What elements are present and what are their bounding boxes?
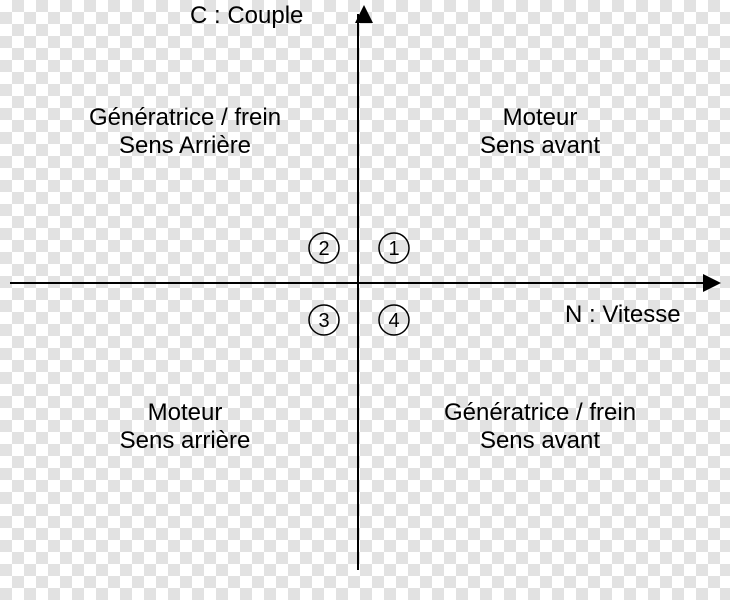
- circled-4: 4: [379, 305, 409, 335]
- q2-label-line1: Génératrice / frein: [89, 104, 281, 131]
- circled-1: 1: [379, 233, 409, 263]
- diagram-stage: C : Couple N : Vitesse Moteur Sens avant…: [0, 0, 730, 600]
- q4-label-line2: Sens avant: [480, 427, 600, 454]
- circled-2-num: 2: [318, 238, 329, 260]
- circled-3: 3: [309, 305, 339, 335]
- circled-2: 2: [309, 233, 339, 263]
- circled-3-num: 3: [318, 310, 329, 332]
- quadrant-diagram: C : Couple N : Vitesse Moteur Sens avant…: [0, 0, 730, 600]
- q4-label-line1: Génératrice / frein: [444, 399, 636, 426]
- q1-label-line2: Sens avant: [480, 132, 600, 159]
- circled-1-num: 1: [388, 238, 399, 260]
- x-axis-label: N : Vitesse: [565, 301, 681, 328]
- y-axis-label: C : Couple: [190, 2, 303, 29]
- q1-label-line1: Moteur: [503, 104, 578, 131]
- circled-4-num: 4: [388, 310, 399, 332]
- q3-label-line2: Sens arrière: [120, 427, 251, 454]
- q2-label-line2: Sens Arrière: [119, 132, 251, 159]
- q3-label-line1: Moteur: [148, 399, 223, 426]
